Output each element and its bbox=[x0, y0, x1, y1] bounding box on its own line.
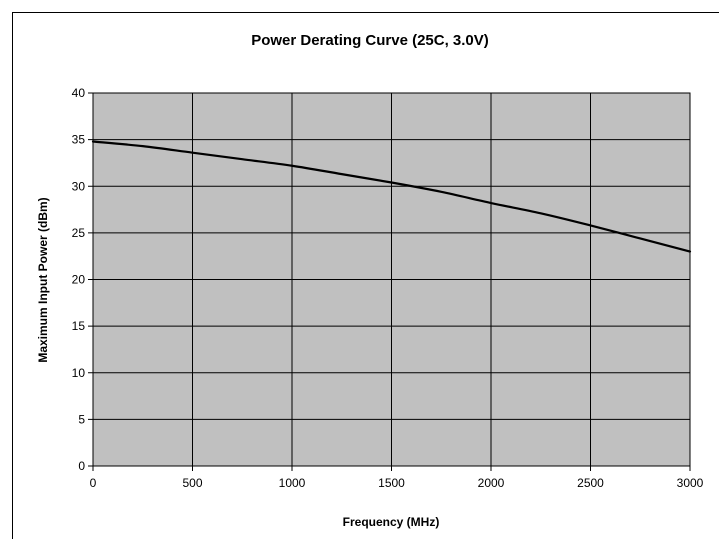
x-tick-label: 3000 bbox=[677, 476, 704, 490]
y-tick-label: 40 bbox=[72, 86, 86, 100]
y-tick-label: 30 bbox=[72, 179, 86, 193]
y-tick-label: 35 bbox=[72, 133, 86, 147]
y-tick-label: 0 bbox=[78, 459, 85, 473]
x-tick-label: 1000 bbox=[279, 476, 306, 490]
chart-frame: Power Derating Curve (25C, 3.0V) 0 5 10 15 2… bbox=[12, 12, 719, 539]
x-tick-labels: 0 500 1000 1500 2000 2500 3000 bbox=[90, 476, 704, 490]
y-tick-label: 15 bbox=[72, 319, 86, 333]
y-axis-title: Maximum Input Power (dBm) bbox=[36, 197, 50, 362]
x-tick-label: 500 bbox=[182, 476, 202, 490]
x-axis-title: Frequency (MHz) bbox=[343, 515, 440, 529]
y-tick-label: 5 bbox=[78, 412, 85, 426]
y-tick-label: 25 bbox=[72, 226, 86, 240]
x-tick-label: 2000 bbox=[478, 476, 505, 490]
x-tick-label: 1500 bbox=[378, 476, 405, 490]
y-tick-label: 20 bbox=[72, 273, 86, 287]
chart-svg: Power Derating Curve (25C, 3.0V) 0 5 10 15 2… bbox=[13, 13, 720, 540]
chart-title: Power Derating Curve (25C, 3.0V) bbox=[251, 32, 489, 49]
x-tick-label: 0 bbox=[90, 476, 97, 490]
y-tick-labels: 0 5 10 15 20 25 30 35 40 bbox=[72, 86, 86, 473]
x-tick-label: 2500 bbox=[577, 476, 604, 490]
y-tick-label: 10 bbox=[72, 366, 86, 380]
